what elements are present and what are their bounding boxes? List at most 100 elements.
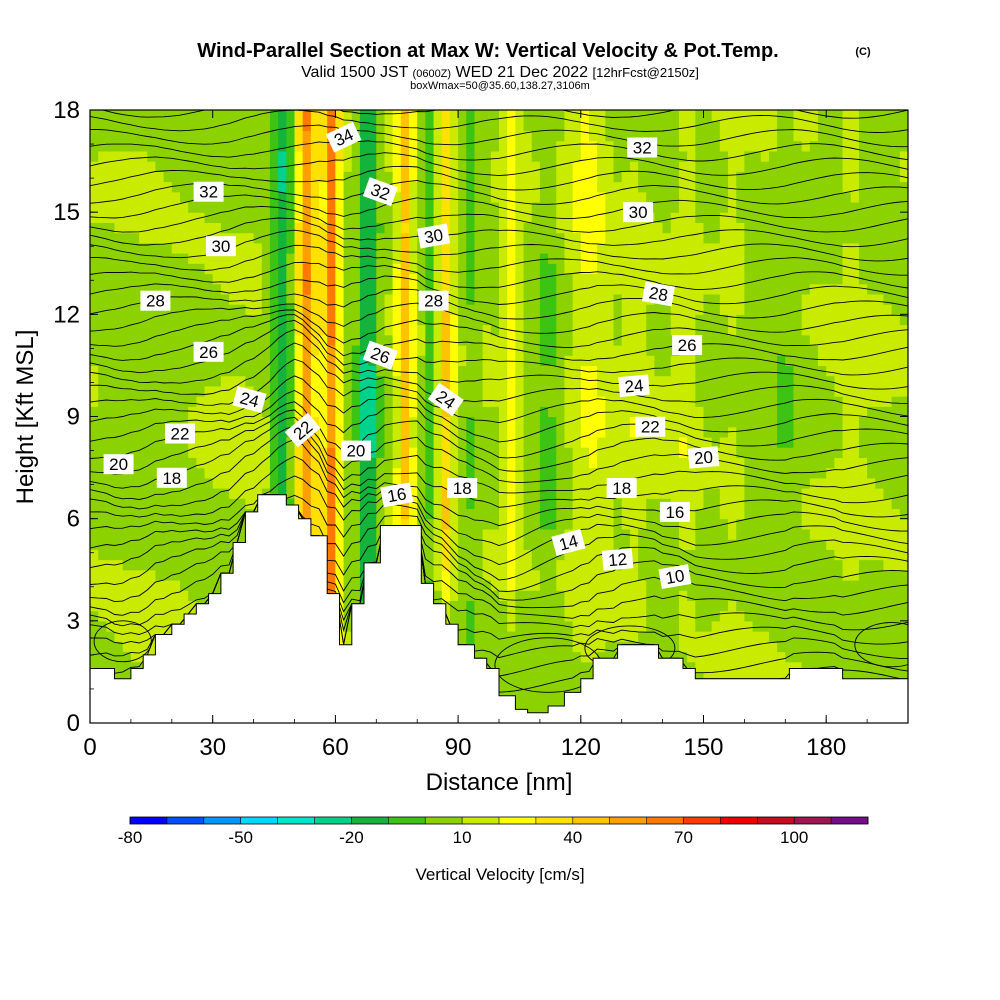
velocity-cell bbox=[392, 406, 402, 418]
velocity-cell bbox=[728, 651, 737, 663]
velocity-cell bbox=[179, 539, 189, 550]
velocity-cell bbox=[556, 212, 566, 223]
velocity-cell bbox=[564, 600, 574, 612]
velocity-cell bbox=[613, 232, 623, 244]
velocity-cell bbox=[507, 651, 516, 663]
velocity-cell bbox=[212, 375, 222, 387]
velocity-cell bbox=[687, 426, 696, 438]
velocity-cell bbox=[261, 396, 271, 407]
velocity-cell bbox=[597, 539, 606, 550]
velocity-cell bbox=[253, 355, 263, 367]
velocity-cell bbox=[744, 253, 754, 264]
velocity-cell bbox=[597, 610, 606, 622]
velocity-cell bbox=[237, 457, 247, 469]
velocity-cell bbox=[564, 120, 574, 132]
velocity-cell bbox=[335, 579, 345, 591]
velocity-cell bbox=[499, 161, 508, 172]
velocity-cell bbox=[507, 661, 516, 673]
velocity-cell bbox=[588, 477, 598, 489]
velocity-cell bbox=[515, 671, 525, 683]
velocity-cell bbox=[507, 641, 516, 653]
velocity-cell bbox=[359, 477, 369, 489]
velocity-cell bbox=[130, 140, 140, 152]
velocity-cell bbox=[588, 610, 598, 622]
velocity-cell bbox=[646, 579, 656, 591]
velocity-cell bbox=[466, 150, 476, 162]
velocity-cell bbox=[548, 620, 557, 632]
velocity-cell bbox=[662, 631, 672, 642]
velocity-cell bbox=[736, 528, 745, 540]
velocity-cell bbox=[327, 528, 336, 540]
velocity-cell bbox=[548, 273, 557, 285]
velocity-cell bbox=[597, 436, 606, 448]
velocity-cell bbox=[736, 539, 745, 550]
velocity-cell bbox=[752, 161, 762, 172]
velocity-cell bbox=[286, 140, 296, 152]
velocity-cell bbox=[621, 447, 631, 458]
velocity-cell bbox=[196, 559, 206, 571]
velocity-cell bbox=[400, 426, 410, 438]
velocity-cell bbox=[515, 692, 525, 704]
velocity-cell bbox=[294, 457, 304, 469]
velocity-cell bbox=[90, 110, 99, 121]
velocity-cell bbox=[539, 201, 549, 213]
velocity-cell bbox=[613, 447, 623, 458]
velocity-cell bbox=[736, 396, 745, 407]
velocity-cell bbox=[368, 488, 377, 499]
velocity-cell bbox=[719, 610, 729, 622]
velocity-cell bbox=[458, 620, 467, 632]
velocity-cell bbox=[458, 610, 467, 622]
velocity-cell bbox=[482, 253, 492, 264]
velocity-cell bbox=[752, 549, 762, 561]
velocity-cell bbox=[98, 171, 107, 183]
velocity-cell bbox=[597, 406, 606, 418]
velocity-cell bbox=[359, 293, 369, 305]
velocity-cell bbox=[458, 539, 467, 550]
velocity-cell bbox=[662, 334, 672, 346]
velocity-cell bbox=[163, 447, 173, 458]
velocity-cell bbox=[220, 222, 230, 234]
velocity-cell bbox=[719, 171, 729, 183]
velocity-cell bbox=[449, 242, 459, 254]
velocity-cell bbox=[220, 344, 230, 356]
velocity-cell bbox=[507, 447, 516, 458]
velocity-cell bbox=[523, 242, 533, 254]
velocity-cell bbox=[523, 600, 533, 612]
velocity-cell bbox=[760, 222, 770, 234]
velocity-cell bbox=[572, 375, 582, 387]
velocity-cell bbox=[629, 191, 639, 203]
velocity-cell bbox=[556, 436, 566, 448]
velocity-cell bbox=[433, 549, 443, 561]
velocity-cell bbox=[490, 375, 500, 387]
velocity-cell bbox=[580, 416, 590, 428]
velocity-cell bbox=[613, 314, 623, 326]
velocity-cell bbox=[286, 273, 296, 285]
velocity-cell bbox=[564, 293, 574, 305]
velocity-cell bbox=[384, 385, 394, 397]
velocity-cell bbox=[621, 120, 631, 132]
velocity-cell bbox=[744, 416, 754, 428]
velocity-cell bbox=[744, 304, 754, 315]
velocity-cell bbox=[139, 283, 148, 295]
velocity-cell bbox=[179, 375, 189, 387]
velocity-cell bbox=[392, 396, 402, 407]
velocity-cell bbox=[752, 324, 762, 336]
velocity-cell bbox=[572, 457, 582, 469]
velocity-cell bbox=[376, 161, 386, 172]
velocity-cell bbox=[237, 181, 247, 193]
velocity-cell bbox=[621, 600, 631, 612]
velocity-cell bbox=[90, 242, 99, 254]
velocity-cell bbox=[678, 559, 688, 571]
velocity-cell bbox=[237, 467, 247, 479]
velocity-cell bbox=[728, 436, 737, 448]
velocity-cell bbox=[351, 150, 361, 162]
velocity-cell bbox=[621, 426, 631, 438]
velocity-cell bbox=[588, 365, 598, 377]
velocity-cell bbox=[736, 610, 745, 622]
velocity-cell bbox=[556, 273, 566, 285]
velocity-cell bbox=[736, 549, 745, 561]
velocity-cell bbox=[760, 334, 770, 346]
velocity-cell bbox=[327, 447, 336, 458]
velocity-cell bbox=[654, 110, 664, 121]
velocity-cell bbox=[728, 110, 737, 121]
